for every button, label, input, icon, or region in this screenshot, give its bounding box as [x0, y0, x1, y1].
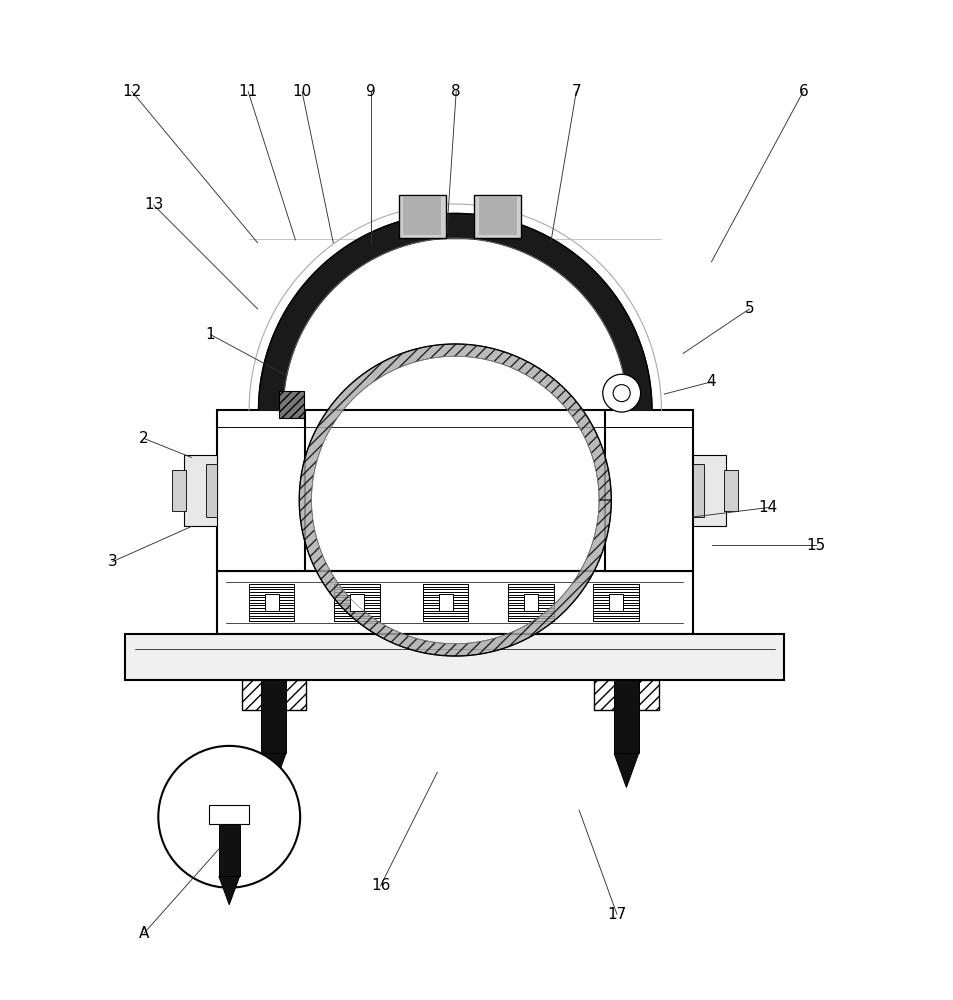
Text: 15: 15: [805, 538, 824, 553]
Text: 2: 2: [139, 431, 149, 446]
Text: 11: 11: [238, 84, 257, 99]
Bar: [692, 455, 725, 526]
Text: 10: 10: [293, 84, 312, 99]
Bar: [209, 805, 249, 824]
Bar: [403, 197, 440, 235]
Polygon shape: [261, 753, 286, 787]
Polygon shape: [258, 213, 651, 410]
Text: 8: 8: [451, 84, 460, 99]
Text: 4: 4: [706, 374, 716, 389]
Polygon shape: [218, 876, 239, 905]
Polygon shape: [614, 753, 639, 787]
Bar: [608, 594, 622, 611]
Bar: [206, 464, 216, 517]
Bar: [218, 824, 239, 876]
Text: A: A: [139, 926, 150, 941]
Bar: [279, 391, 304, 418]
Bar: [594, 680, 658, 710]
Circle shape: [613, 385, 630, 402]
Bar: [604, 410, 692, 571]
Bar: [478, 197, 517, 235]
Bar: [184, 455, 216, 526]
Bar: [264, 594, 279, 611]
Bar: [723, 470, 738, 511]
Text: 6: 6: [798, 84, 807, 99]
Text: 7: 7: [571, 84, 580, 99]
Text: 16: 16: [371, 878, 390, 893]
Text: 1: 1: [205, 327, 215, 342]
Text: 13: 13: [144, 197, 163, 212]
Bar: [474, 195, 521, 238]
Text: 9: 9: [366, 84, 375, 99]
Bar: [216, 410, 305, 571]
Bar: [692, 464, 703, 517]
Text: 3: 3: [108, 554, 117, 569]
Text: 17: 17: [607, 907, 626, 922]
Circle shape: [602, 374, 639, 412]
Bar: [261, 680, 286, 753]
Bar: [125, 634, 783, 680]
Text: 5: 5: [743, 301, 754, 316]
Bar: [241, 680, 306, 710]
Text: 12: 12: [122, 84, 141, 99]
Text: 14: 14: [758, 500, 777, 515]
Bar: [438, 594, 453, 611]
Bar: [172, 470, 186, 511]
Circle shape: [158, 746, 300, 888]
Bar: [523, 594, 537, 611]
Bar: [349, 594, 364, 611]
Bar: [614, 680, 639, 753]
Polygon shape: [299, 344, 611, 656]
Bar: [216, 571, 692, 634]
Bar: [398, 195, 445, 238]
